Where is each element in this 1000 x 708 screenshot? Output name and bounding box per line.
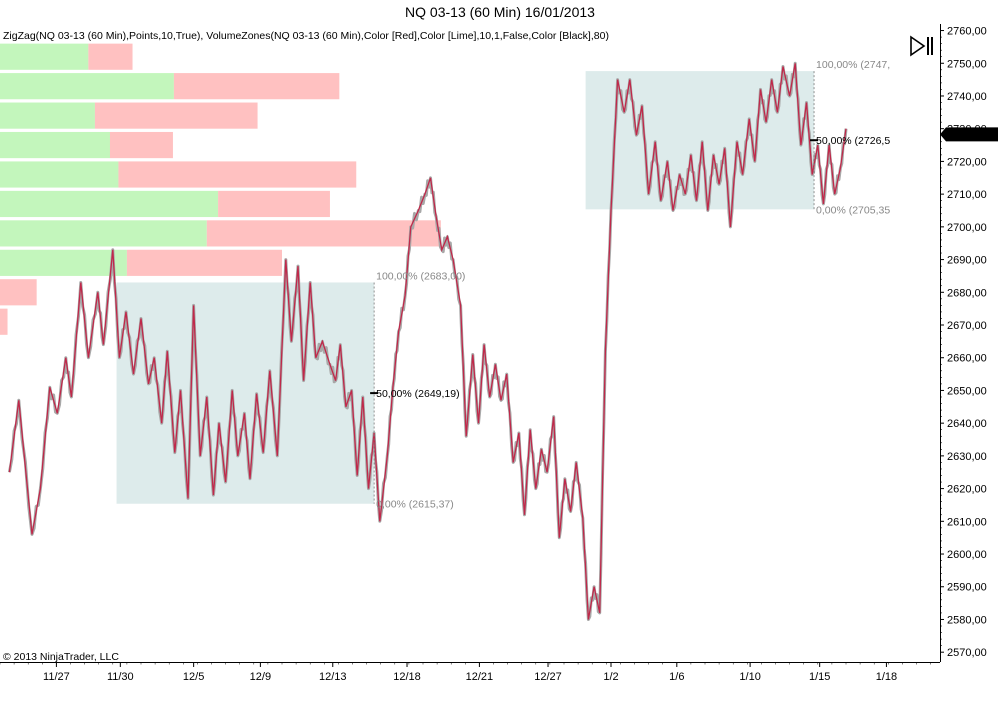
x-tick-label: 12/9 — [250, 671, 271, 683]
y-tick-label: 2630,00 — [947, 451, 987, 463]
x-tick-label: 11/27 — [43, 671, 70, 683]
y-tick-label: 2710,00 — [947, 189, 987, 201]
volume-zone-down — [94, 102, 258, 129]
indicator-description: ZigZag(NQ 03-13 (60 Min),Points,10,True)… — [3, 30, 609, 42]
volume-zone-down — [206, 220, 441, 247]
y-tick-label: 2760,00 — [947, 26, 987, 38]
range-box — [116, 282, 375, 504]
range-label-high: 100,00% (2683,00) — [376, 270, 465, 282]
x-tick-label: 12/5 — [183, 671, 204, 683]
volume-zone-down — [218, 190, 330, 218]
y-tick-label: 2600,00 — [947, 549, 987, 561]
volume-zone-up — [0, 161, 119, 188]
volume-zone-down — [88, 43, 133, 70]
x-tick-label: 12/21 — [466, 671, 494, 683]
volume-zone-down — [109, 131, 173, 159]
range-label-low: 0,00% (2705,35 — [816, 204, 890, 216]
zigzag-line — [8, 63, 847, 620]
range-label-mid: 50,00% (2726,5 — [816, 135, 890, 147]
range-label-high: 100,00% (2747, — [816, 59, 890, 71]
volume-zone-down — [173, 73, 340, 100]
volume-zone-up — [0, 102, 95, 129]
x-tick-label: 12/13 — [319, 671, 347, 683]
volume-zones — [0, 43, 441, 335]
axes: 2570,00 2580,00 2590,00 2600,00 2610,00 2620,… — [0, 24, 998, 683]
x-tick-label: 1/10 — [739, 671, 760, 683]
y-tick-label: 2670,00 — [947, 320, 987, 332]
x-tick-label: 12/27 — [534, 671, 562, 683]
range-label-low: 0,00% (2615,37) — [376, 499, 454, 511]
y-tick-label: 2750,00 — [947, 58, 987, 70]
y-tick-label: 2590,00 — [947, 582, 987, 594]
y-tick-label: 2720,00 — [947, 156, 987, 168]
y-tick-label: 2700,00 — [947, 222, 987, 234]
y-tick-label: 2640,00 — [947, 418, 987, 430]
y-tick-label: 2680,00 — [947, 287, 987, 299]
last-price-label: 2728,25 — [948, 129, 988, 141]
x-tick-label: 1/18 — [876, 671, 897, 683]
x-tick-label: 1/2 — [603, 671, 618, 683]
chart-title: NQ 03-13 (60 Min) 16/01/2013 — [405, 4, 595, 20]
volume-zone-up — [0, 220, 207, 247]
y-tick-label: 2660,00 — [947, 353, 987, 365]
volume-zone-up — [0, 190, 219, 218]
x-tick-label: 11/30 — [107, 671, 134, 683]
volume-zone-up — [0, 73, 174, 100]
y-tick-label: 2740,00 — [947, 91, 987, 103]
copyright-text: © 2013 NinjaTrader, LLC — [3, 651, 119, 663]
volume-zone-down — [0, 279, 37, 306]
last-price-tag — [940, 127, 998, 142]
range-label-mid: 50,00% (2649,19) — [376, 388, 459, 400]
y-tick-label: 2610,00 — [947, 516, 987, 528]
volume-zone-down — [126, 249, 283, 276]
volume-zone-down — [118, 161, 357, 188]
y-tick-label: 2620,00 — [947, 484, 987, 496]
volume-zone-down — [0, 308, 8, 335]
x-tick-label: 12/18 — [393, 671, 421, 683]
y-tick-label: 2690,00 — [947, 255, 987, 267]
x-tick-label: 1/6 — [669, 671, 684, 683]
volume-zone-up — [0, 131, 110, 159]
zigzag-series — [8, 63, 847, 620]
x-tick-label: 1/15 — [809, 671, 830, 683]
y-tick-label: 2570,00 — [947, 647, 987, 659]
play-pause-icon[interactable] — [908, 34, 934, 58]
y-tick-label: 2580,00 — [947, 614, 987, 626]
range-annotations: 100,00% (2683,00) 50,00% (2649,19) 0,00% (… — [370, 59, 890, 511]
y-tick-label: 2650,00 — [947, 385, 987, 397]
volume-zone-up — [0, 43, 89, 70]
volume-zone-up — [0, 249, 127, 276]
